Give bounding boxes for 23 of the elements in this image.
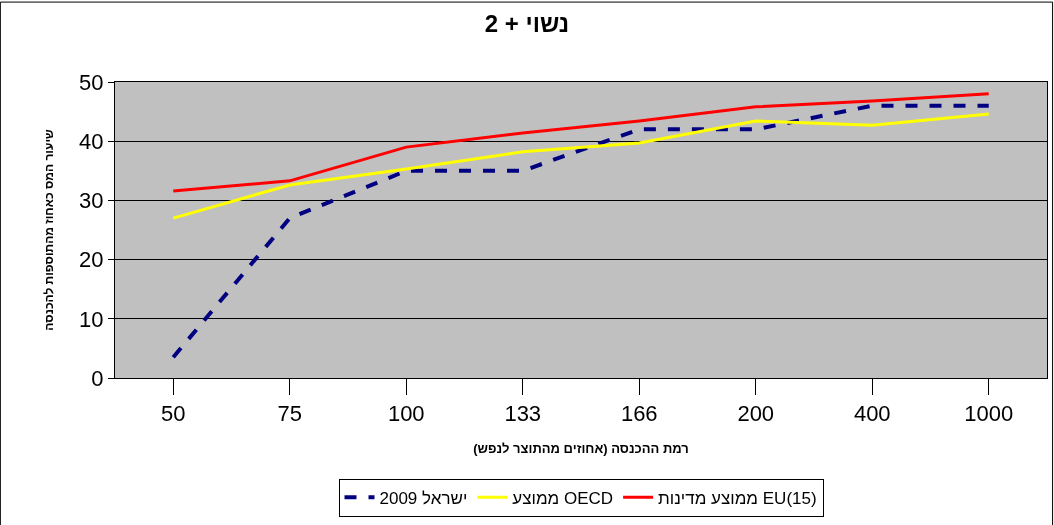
x-axis-title: רמת ההכנסה (אחוזים מהתוצר לנפש) [473,441,689,456]
x-tick-label: 166 [620,401,658,427]
chart-title: נשוי + 2 [484,10,570,38]
x-tick-label: 100 [387,401,425,427]
line-series [171,103,991,360]
x-tick-label: 400 [853,401,891,427]
y-tick-label: 10 [79,306,104,332]
x-tick-label: 200 [737,401,775,427]
legend-label: ממוצע מדינות EU(15) [658,488,817,508]
x-tick-label: 133 [504,401,542,427]
y-tick-label: 50 [79,69,104,95]
line-series [171,112,991,220]
y-tick-label: 30 [79,188,104,214]
legend-label: ישראל 2009 [379,488,468,508]
line-series [171,92,991,193]
x-tick-label: 50 [161,401,186,427]
y-axis-title: שיעור המס כאחוז מהתוספות להכנסה [42,129,57,331]
y-tick-label: 40 [79,128,104,154]
y-tick-label: 20 [79,247,104,273]
legend-label: ממוצע OECD [512,488,614,508]
x-tick-label: 1000 [964,401,1014,427]
y-tick-label: 0 [91,365,104,391]
x-tick-label: 75 [277,401,302,427]
